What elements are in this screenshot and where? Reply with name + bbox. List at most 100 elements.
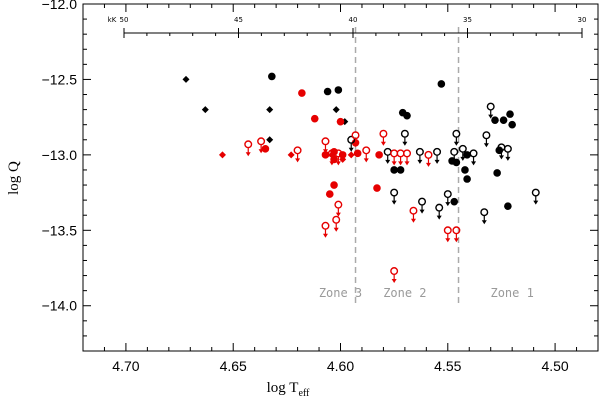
upper-limit-arrow-head bbox=[445, 238, 451, 243]
upper-limit-arrow-head bbox=[436, 215, 442, 220]
x-tick-label: 4.70 bbox=[112, 358, 139, 374]
data-point-upper-limit bbox=[531, 188, 540, 205]
data-point-upper-limit bbox=[458, 144, 467, 161]
data-point-filled bbox=[353, 149, 362, 158]
upper-limit-circle bbox=[433, 147, 442, 156]
upper-limit-circle bbox=[321, 137, 330, 146]
data-point-filled bbox=[373, 184, 381, 192]
upper-limit-circle bbox=[390, 267, 399, 276]
data-point-filled bbox=[506, 110, 514, 118]
upper-limit-circle bbox=[257, 137, 266, 146]
upper-limit-circle bbox=[334, 200, 343, 209]
data-point-upper-limit bbox=[293, 146, 302, 163]
data-point-upper-limit bbox=[409, 206, 418, 223]
y-tick-label: −12.0 bbox=[42, 0, 78, 12]
y-axis-title: log Q bbox=[6, 161, 22, 195]
top-axis-label: 30 bbox=[578, 16, 587, 24]
data-point-upper-limit bbox=[383, 147, 392, 164]
data-point-filled bbox=[323, 87, 332, 96]
data-point-upper-limit bbox=[450, 147, 459, 164]
upper-limit-circle bbox=[443, 190, 452, 199]
data-point-filled bbox=[336, 117, 345, 126]
upper-limit-circle bbox=[435, 203, 444, 212]
data-point-upper-limit bbox=[443, 190, 452, 207]
data-point-upper-limit bbox=[321, 137, 330, 154]
upper-limit-arrow-head bbox=[453, 141, 459, 146]
upper-limit-circle bbox=[443, 226, 452, 235]
upper-limit-arrow-head bbox=[348, 147, 354, 152]
data-point-upper-limit bbox=[480, 208, 489, 225]
upper-limit-arrow-head bbox=[402, 141, 408, 146]
upper-limit-circle bbox=[480, 208, 489, 217]
data-point-upper-limit bbox=[334, 149, 343, 166]
upper-limit-circle bbox=[403, 149, 412, 158]
data-point-upper-limit bbox=[362, 146, 371, 163]
data-point-filled bbox=[450, 197, 459, 206]
data-point-upper-limit bbox=[347, 135, 356, 152]
upper-limit-circle bbox=[452, 129, 461, 138]
upper-limit-arrow-head bbox=[353, 143, 359, 148]
data-point-diamond bbox=[182, 75, 190, 83]
data-point-filled bbox=[330, 181, 338, 189]
upper-limit-arrow-head bbox=[329, 161, 335, 166]
upper-limit-arrow-head bbox=[417, 159, 423, 164]
data-point-upper-limit bbox=[321, 221, 330, 238]
upper-limit-arrow-head bbox=[404, 161, 410, 166]
upper-limit-circle bbox=[400, 129, 409, 138]
upper-limit-circle bbox=[244, 140, 253, 149]
data-point-upper-limit bbox=[482, 131, 491, 148]
upper-limit-arrow-head bbox=[498, 155, 504, 160]
upper-limit-arrow-head bbox=[385, 159, 391, 164]
data-point-upper-limit bbox=[469, 149, 478, 166]
upper-limit-circle bbox=[450, 147, 459, 156]
data-point-filled bbox=[375, 151, 383, 159]
upper-limit-circle bbox=[332, 215, 341, 224]
data-point-upper-limit bbox=[334, 200, 343, 217]
data-point-filled bbox=[310, 114, 319, 123]
x-tick-label: 4.50 bbox=[541, 358, 568, 374]
upper-limit-arrow-head bbox=[505, 156, 511, 161]
top-axis-unit: kK bbox=[108, 16, 117, 24]
data-point-filled bbox=[461, 166, 469, 174]
zone-label: Zone 1 bbox=[490, 286, 533, 300]
zone-label: Zone 2 bbox=[383, 286, 426, 300]
x-tick-label: 4.55 bbox=[434, 358, 461, 374]
upper-limit-circle bbox=[390, 188, 399, 197]
upper-limit-arrow-head bbox=[471, 161, 477, 166]
upper-limit-circle bbox=[503, 144, 512, 153]
data-point-upper-limit bbox=[332, 215, 341, 232]
top-axis-label: 40 bbox=[349, 16, 358, 24]
x-tick-label: 4.65 bbox=[220, 358, 247, 374]
y-tick-label: −14.0 bbox=[42, 298, 78, 314]
upper-limit-circle bbox=[469, 149, 478, 158]
upper-limit-arrow-head bbox=[295, 158, 301, 163]
y-tick-label: −13.5 bbox=[42, 222, 78, 238]
upper-limit-arrow-head bbox=[322, 233, 328, 238]
data-point-diamond bbox=[266, 136, 274, 144]
upper-limit-arrow-head bbox=[380, 141, 386, 146]
upper-limit-arrow-head bbox=[460, 156, 466, 161]
top-axis: 50 45 40 35 30 kK bbox=[108, 16, 587, 38]
upper-limit-arrow-head bbox=[258, 149, 264, 154]
upper-limit-circle bbox=[390, 149, 399, 158]
data-point-diamond bbox=[201, 106, 209, 114]
data-point-upper-limit bbox=[418, 197, 427, 214]
x-tick-label: 4.60 bbox=[327, 358, 354, 374]
data-point-upper-limit bbox=[443, 226, 452, 243]
upper-limit-arrow-head bbox=[434, 159, 440, 164]
data-point-diamond bbox=[287, 151, 295, 159]
upper-limit-arrow-head bbox=[410, 218, 416, 223]
upper-limit-arrow-head bbox=[335, 212, 341, 217]
upper-limit-circle bbox=[458, 144, 467, 153]
data-point-filled bbox=[396, 166, 405, 174]
top-axis-label: 50 bbox=[120, 16, 129, 24]
x-axis-title-sub: eff bbox=[298, 388, 310, 399]
data-point-upper-limit bbox=[379, 129, 388, 146]
upper-limit-circle bbox=[486, 102, 495, 111]
points-layer bbox=[182, 72, 540, 284]
axis-layer: 4.70 4.65 4.60 4.55 4.50 −12.0 −12.5 −13.0 −13.5… bbox=[42, 0, 599, 374]
x-axis-title: log Teff bbox=[267, 380, 310, 399]
upper-limit-circle bbox=[383, 147, 392, 156]
data-point-filled bbox=[261, 145, 270, 153]
